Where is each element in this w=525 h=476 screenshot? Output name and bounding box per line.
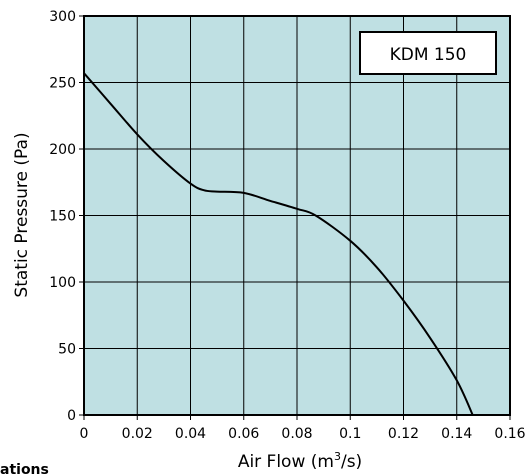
- x-tick-label: 0.06: [228, 426, 259, 442]
- y-tick-label: 300: [49, 9, 76, 25]
- x-tick-label: 0.04: [175, 426, 206, 442]
- y-tick-label: 50: [58, 342, 76, 358]
- x-axis-title-main: Air Flow (m: [238, 452, 334, 472]
- y-tick-label: 100: [49, 275, 76, 291]
- axis-ticks: [79, 15, 511, 420]
- x-tick-label: 0.12: [388, 426, 419, 442]
- x-tick-label: 0.14: [441, 426, 472, 442]
- y-tick-labels: 0 50 100 150 200 250 300: [49, 9, 76, 424]
- legend-label: KDM 150: [390, 45, 467, 65]
- y-axis-title: Static Pressure (Pa): [12, 132, 32, 297]
- grid-lines: [84, 16, 510, 415]
- x-axis-title-superscript: 3: [334, 450, 341, 463]
- y-tick-label: 0: [67, 408, 76, 424]
- x-tick-label: 0.08: [281, 426, 312, 442]
- fan-curve-line: [83, 72, 474, 416]
- y-tick-label: 200: [49, 142, 76, 158]
- series-layer: [83, 72, 474, 416]
- legend-box: KDM 150: [359, 31, 497, 75]
- x-axis-title-suffix: /s): [341, 452, 362, 472]
- x-tick-label: 0.16: [494, 426, 525, 442]
- x-axis-title: Air Flow (m3/s): [238, 450, 362, 472]
- x-tick-label: 0.02: [122, 426, 153, 442]
- y-tick-label: 150: [49, 209, 76, 225]
- x-tick-label: 0: [80, 426, 89, 442]
- x-tick-label: 0.1: [339, 426, 361, 442]
- cut-off-heading-fragment: ations: [0, 462, 49, 476]
- x-tick-labels: 0 0.02 0.04 0.06 0.08 0.1 0.12 0.14 0.16: [80, 426, 525, 442]
- y-tick-label: 250: [49, 76, 76, 92]
- legend-frame: [359, 31, 497, 75]
